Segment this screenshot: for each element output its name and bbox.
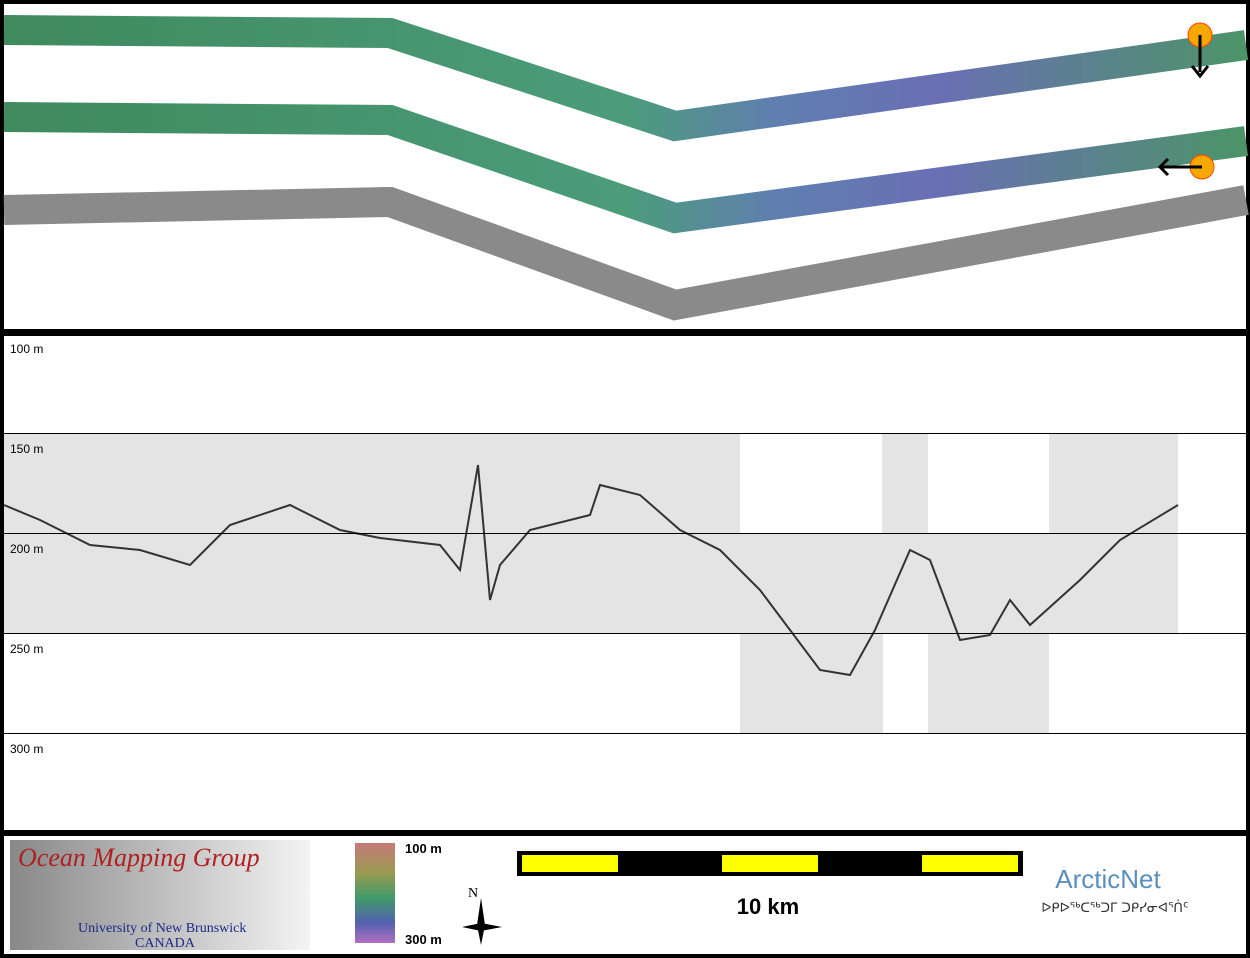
north-label: N [468, 886, 478, 901]
depth-label: 250 m [10, 642, 43, 656]
sun-icons [1157, 22, 1215, 180]
ocean-mapping-logo [10, 840, 310, 950]
swaths [3, 15, 1249, 321]
logo-line: CANADA [135, 936, 196, 951]
partner-name: ArcticNet [1055, 864, 1161, 894]
colorbar-label: 100 m [405, 841, 442, 856]
depth-label: 200 m [10, 542, 43, 556]
scale-bar [517, 851, 1023, 876]
depth-label: 150 m [10, 442, 43, 456]
logo-title: Ocean Mapping Group [18, 843, 260, 872]
partner-syllabics: ᐅᑭᐅᖅᑕᖅᑐᒥ ᑐᑭᓯᓂᐊᕐᑏᑦ [1041, 899, 1188, 916]
logo-line: University of New Brunswick [78, 921, 246, 936]
north-arrow: N [462, 886, 502, 945]
seafloor-echo [3, 464, 1179, 677]
colorbar [355, 843, 395, 943]
depth-label: 100 m [10, 342, 43, 356]
depth-lines [4, 433, 1246, 734]
depth-label: 300 m [10, 742, 43, 756]
scale-label: 10 km [737, 894, 799, 919]
colorbar-label: 300 m [405, 932, 442, 947]
